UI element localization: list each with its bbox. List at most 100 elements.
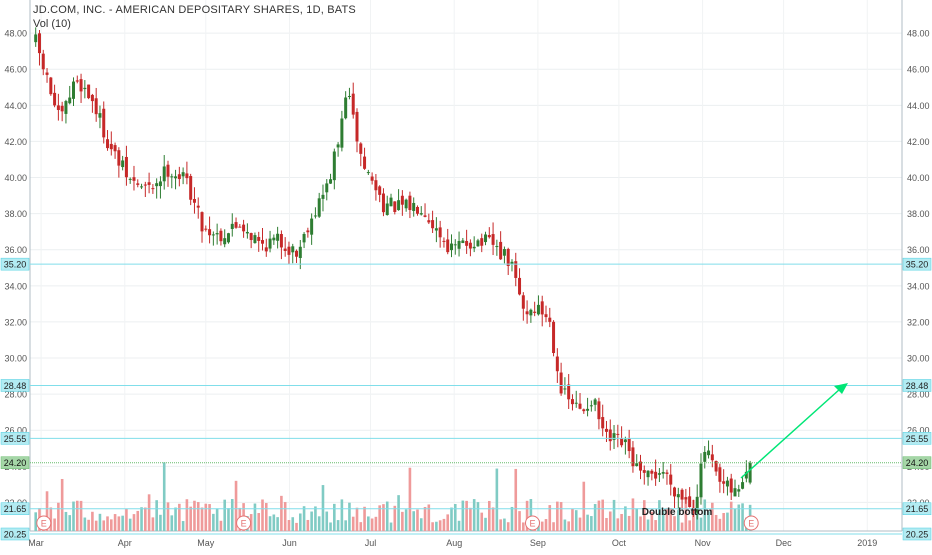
candle-body xyxy=(143,184,147,186)
candle-body xyxy=(113,145,117,152)
volume-bar xyxy=(351,516,355,531)
volume-bar xyxy=(53,518,56,531)
candle-body xyxy=(563,388,567,390)
volume-bar xyxy=(620,513,623,531)
candle-body xyxy=(555,356,559,372)
volume-bar xyxy=(178,503,181,531)
level-label: 28.48 xyxy=(906,381,929,391)
earnings-marker-icon xyxy=(743,515,759,531)
candle-body xyxy=(279,234,283,248)
candle-body xyxy=(53,92,57,106)
y-tick-label-left: 32.00 xyxy=(4,317,27,327)
candle-body xyxy=(612,433,616,440)
candle-body xyxy=(151,188,155,190)
candle-body xyxy=(567,384,571,400)
volume-bar xyxy=(249,514,253,531)
candle-body xyxy=(620,438,624,446)
x-tick-label: Oct xyxy=(612,538,627,548)
candle-body xyxy=(695,496,699,513)
candle-body xyxy=(408,195,412,211)
volume-bar xyxy=(385,501,389,531)
candle-body xyxy=(196,205,200,208)
candle-body xyxy=(548,317,552,322)
candle-body xyxy=(559,372,563,394)
y-tick-label-right: 26.00 xyxy=(907,426,930,436)
candle-body xyxy=(665,472,669,474)
candle-body xyxy=(98,113,102,118)
volume-bar xyxy=(499,519,502,531)
volume-bar xyxy=(450,507,453,531)
volume-bar xyxy=(155,500,158,531)
volume-bar xyxy=(737,504,741,531)
volume-bar xyxy=(438,520,442,531)
candle-body xyxy=(744,471,748,479)
candle-body xyxy=(41,53,45,70)
volume-bar xyxy=(378,505,381,531)
candle-body xyxy=(521,295,525,309)
volume-bar xyxy=(529,499,533,531)
volume-bar xyxy=(446,514,450,531)
volume-bar xyxy=(563,519,567,531)
plot-area xyxy=(30,0,902,531)
volume-bar xyxy=(718,518,722,531)
volume-bar xyxy=(121,515,124,531)
volume-bar xyxy=(204,503,208,531)
candle-body xyxy=(427,220,431,223)
volume-bar xyxy=(151,517,155,531)
volume-bar xyxy=(219,520,223,531)
level-label: 20.25 xyxy=(4,530,27,540)
volume-bar xyxy=(302,506,306,531)
volume-bar xyxy=(699,517,703,531)
candle-body xyxy=(344,97,348,119)
candle-body xyxy=(219,230,223,242)
candle-body xyxy=(434,228,438,231)
candle-body xyxy=(642,470,646,473)
last-price-badge-left xyxy=(0,456,30,469)
candle-body xyxy=(174,176,178,179)
volume-bar xyxy=(605,517,608,531)
candle-body xyxy=(570,399,574,405)
volume-bar xyxy=(268,516,272,531)
volume-bar xyxy=(582,481,586,531)
volume-bar xyxy=(688,520,691,531)
candle-body xyxy=(132,177,136,181)
last-price-label: 24.20 xyxy=(4,458,27,468)
candle-body xyxy=(578,403,582,409)
candle-body xyxy=(181,172,185,177)
volume-bar xyxy=(578,517,582,531)
candle-body xyxy=(533,311,537,313)
earnings-marker-label: E xyxy=(529,519,535,529)
volume-bar xyxy=(469,507,472,531)
volume-bar xyxy=(612,499,616,531)
volume-bar xyxy=(283,502,287,531)
volume-bar xyxy=(491,507,495,531)
candle-body xyxy=(699,463,703,498)
y-tick-label-left: 28.00 xyxy=(4,390,27,400)
last-price-badge-right xyxy=(902,456,932,469)
volume-bar xyxy=(646,519,650,531)
y-tick-label-right: 34.00 xyxy=(907,281,930,291)
candle-body xyxy=(616,433,620,435)
x-tick-label: Aug xyxy=(446,538,462,548)
candle-body xyxy=(529,309,533,316)
candle-body xyxy=(272,237,276,241)
earnings-marker-icon xyxy=(525,515,540,531)
volume-bar xyxy=(416,509,419,531)
volume-bar xyxy=(310,511,313,531)
candle-body xyxy=(223,238,227,245)
candle-body xyxy=(450,243,453,251)
candle-body xyxy=(635,463,639,467)
volume-bar xyxy=(510,506,514,531)
candle-body xyxy=(676,494,680,498)
level-badge-right xyxy=(902,257,932,271)
volume-bar xyxy=(181,521,185,531)
volume-bar xyxy=(291,517,295,531)
candle-body xyxy=(355,111,359,142)
candle-body xyxy=(170,176,174,178)
candle-body xyxy=(117,150,121,166)
x-tick-label: 2019 xyxy=(857,538,877,548)
volume-bar xyxy=(726,512,729,531)
candle-body xyxy=(158,181,162,187)
candle-body xyxy=(45,72,49,75)
